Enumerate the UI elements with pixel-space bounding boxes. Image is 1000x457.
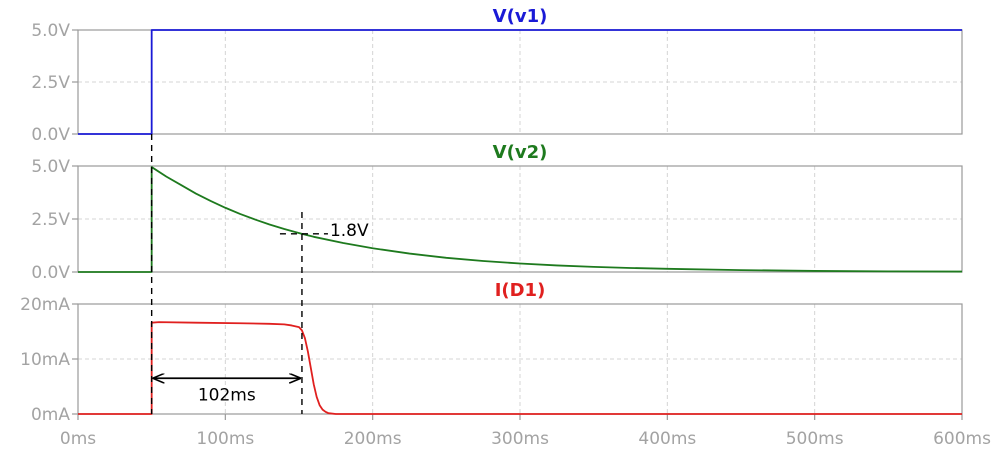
x-tick-label-0: 0ms (60, 429, 96, 449)
panel-title-v1: V(v1) (493, 6, 548, 27)
y-tick-label-v2-2: 5.0V (31, 157, 70, 177)
x-tick-label-6: 600ms (933, 429, 991, 449)
x-tick-label-1: 100ms (196, 429, 254, 449)
series-line-v2 (78, 166, 963, 273)
y-tick-label-d1-0: 0mA (31, 405, 70, 425)
y-tick-label-v2-0: 0.0V (31, 263, 70, 283)
y-tick-label-v1-2: 5.0V (31, 21, 70, 41)
x-tick-label-4: 400ms (638, 429, 696, 449)
y-tick-label-v1-1: 2.5V (31, 73, 70, 93)
x-tick-label-5: 500ms (786, 429, 844, 449)
v2-marker-label: 1.8V (330, 221, 369, 241)
y-tick-label-v2-1: 2.5V (31, 210, 70, 230)
y-tick-label-d1-2: 20mA (20, 295, 70, 315)
interval-label: 102ms (198, 385, 256, 405)
series-line-d1 (78, 321, 962, 415)
panel-title-d1: I(D1) (495, 280, 546, 301)
y-tick-label-v1-0: 0.0V (31, 125, 70, 145)
panel-title-v2: V(v2) (493, 142, 548, 163)
x-tick-label-2: 200ms (344, 429, 402, 449)
series-line-v1 (78, 29, 962, 135)
y-tick-label-d1-1: 10mA (20, 350, 70, 370)
x-tick-label-3: 300ms (491, 429, 549, 449)
